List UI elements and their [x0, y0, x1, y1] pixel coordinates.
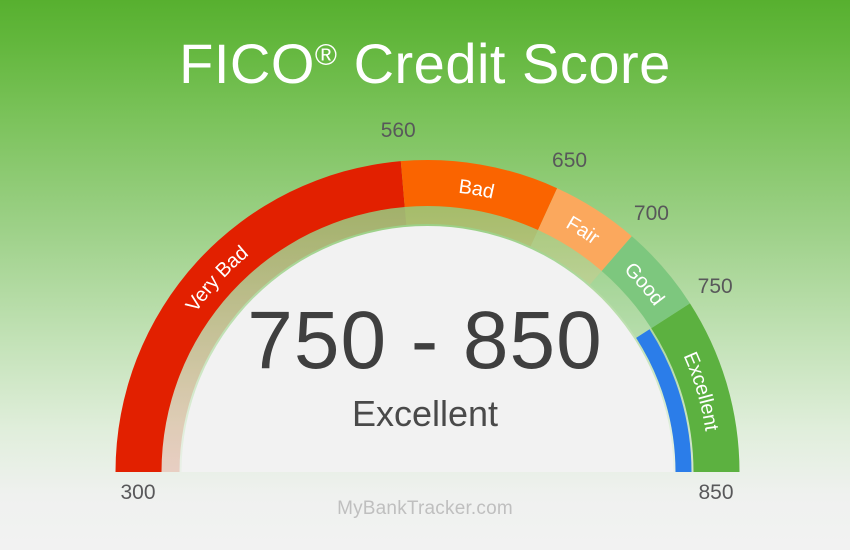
gauge-segment-shadow — [404, 204, 539, 247]
gauge-segment[interactable] — [538, 188, 632, 271]
gauge-tick-label: 700 — [633, 201, 669, 225]
title-rest: Credit Score — [337, 32, 671, 95]
gauge-segment-shadow — [530, 228, 604, 285]
gauge-segment[interactable] — [115, 161, 405, 472]
gauge-segment[interactable] — [601, 236, 690, 329]
gauge-tick-label: 650 — [552, 148, 588, 172]
watermark: MyBankTracker.com — [337, 498, 513, 519]
gauge-tick-label: 750 — [697, 275, 733, 299]
gauge-segment-shadow — [159, 204, 407, 472]
page-title: FICO® Credit Score — [0, 33, 850, 95]
gauge-tick-label: 560 — [380, 119, 416, 143]
gauge-segment[interactable] — [400, 160, 558, 231]
title-main: FICO — [179, 32, 315, 95]
gauge-tick-label: 300 — [120, 481, 156, 504]
gauge-inner-disc — [181, 225, 674, 472]
gauge-segment[interactable] — [651, 303, 740, 472]
gauge-indicator-arc — [636, 329, 692, 472]
gauge-segment-shadow — [589, 269, 653, 338]
gauge-tick-label: 850 — [698, 481, 734, 504]
registered-trademark-icon: ® — [314, 39, 338, 72]
